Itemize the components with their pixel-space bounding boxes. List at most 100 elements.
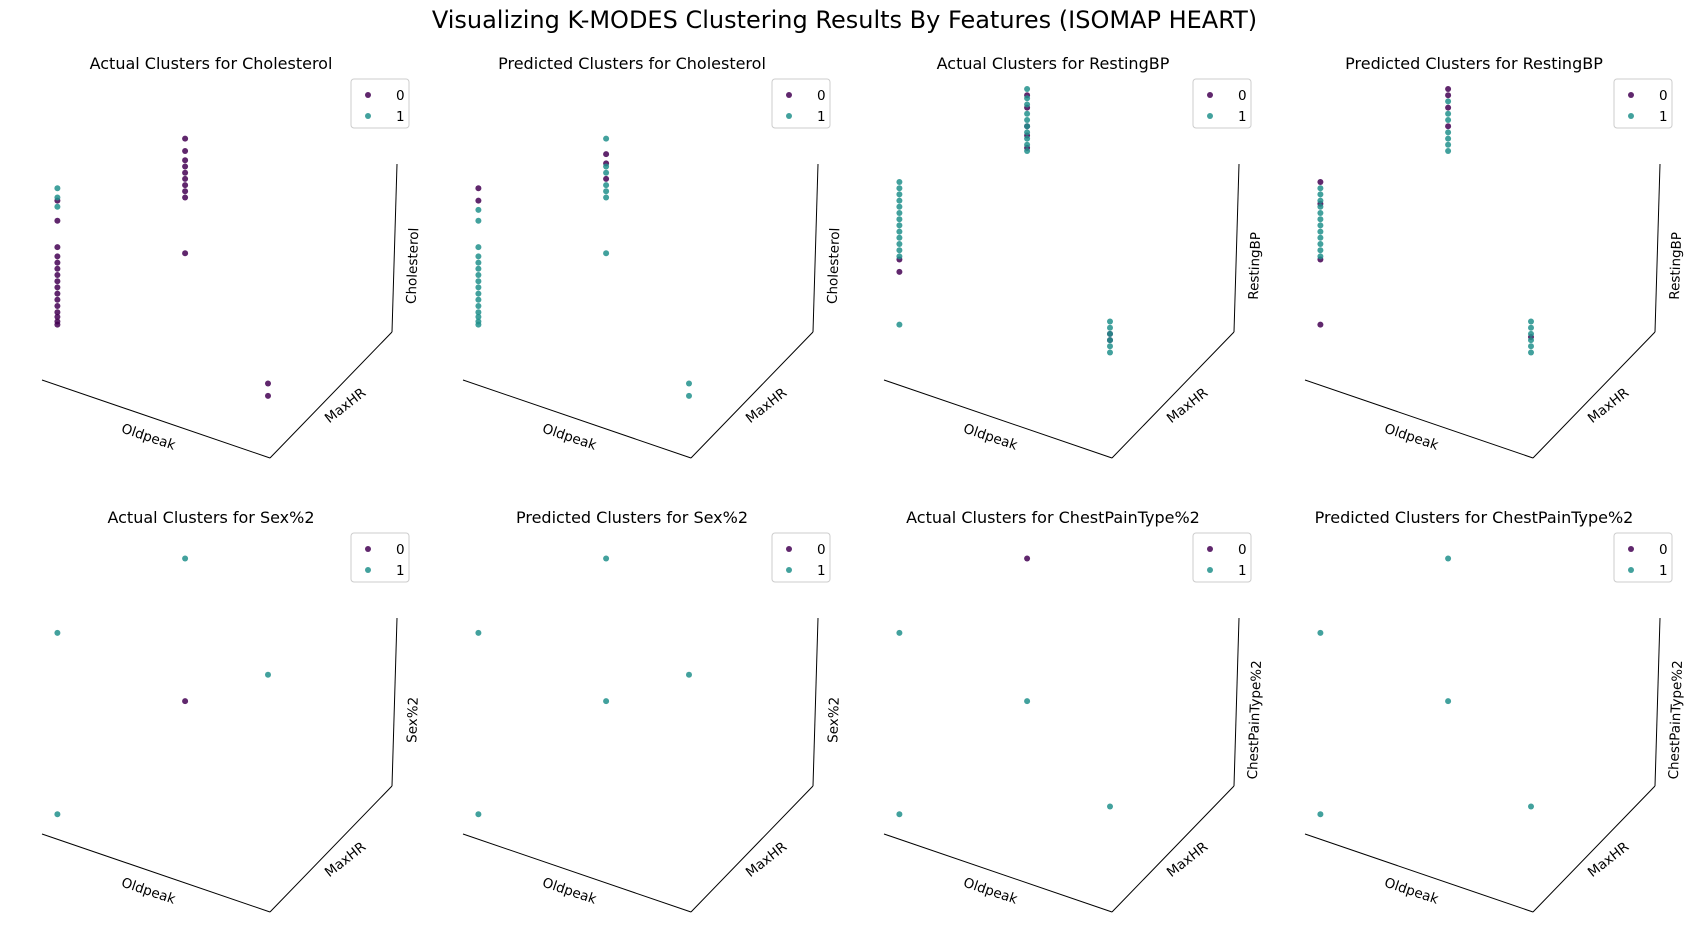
data-point [1024,148,1031,154]
legend-marker-1 [1628,567,1634,573]
data-point [182,182,189,189]
data-point [1024,135,1031,142]
legend: 01 [1613,78,1673,129]
legend: 01 [1613,532,1673,583]
x-axis-line [883,833,1113,913]
z-axis-line [1654,163,1661,333]
data-point [896,185,903,192]
subplot-title: Actual Clusters for ChestPainType%2 [906,508,1200,527]
data-point [1107,343,1113,350]
data-point [182,250,189,257]
legend-label-1: 1 [396,563,405,579]
data-point [1317,247,1324,254]
data-point [1317,321,1324,328]
data-point [475,290,482,297]
data-point [182,194,189,201]
series-1-points [896,86,1113,356]
data-point [896,179,903,185]
data-point [1107,330,1113,337]
data-point [896,253,903,260]
data-point [896,197,903,204]
data-point [603,188,610,195]
data-point [265,380,271,387]
subplot-3: Actual Clusters for RestingBP Oldpeak MaxH… [842,36,1264,491]
data-point [1445,117,1452,123]
data-point [603,555,610,562]
legend-label-1: 1 [1238,563,1247,579]
y-axis-label: MaxHR [322,839,369,881]
y-axis-label: MaxHR [322,385,369,427]
legend: 01 [771,532,831,583]
x-axis-label: Oldpeak [119,421,177,454]
data-point [54,185,61,192]
legend-marker-0 [1628,92,1634,98]
y-axis-label: MaxHR [1164,385,1211,427]
data-point [603,169,610,176]
series-1-points [54,555,271,818]
legend-label-0: 0 [1238,542,1247,558]
data-point [603,135,610,142]
data-point [475,296,482,303]
legend-label-1: 1 [817,109,826,125]
legend-marker-1 [1207,567,1213,573]
data-point [182,698,189,705]
series-1-points [475,135,692,399]
data-point [686,671,692,678]
data-point [896,629,903,636]
legend-marker-0 [1207,92,1213,98]
legend-label-1: 1 [1659,563,1668,579]
series-0-points [896,92,1113,344]
data-point [1317,629,1324,636]
data-point [1445,555,1452,562]
data-point [265,671,271,678]
legend: 01 [1192,78,1252,129]
z-axis-line [391,617,398,787]
legend-label-0: 0 [396,542,405,558]
subplot-title: Actual Clusters for Sex%2 [107,508,314,527]
legend-marker-1 [365,113,371,119]
z-axis-label: Cholesterol [825,228,844,305]
data-point [54,217,61,224]
data-point [1528,349,1534,356]
data-point [475,629,482,636]
figure-title: Visualizing K-MODES Clustering Results B… [431,6,1258,34]
data-point [896,321,903,328]
data-point [686,380,692,387]
data-point [1317,216,1324,223]
data-point [896,203,903,210]
y-axis-label: MaxHR [743,385,790,427]
y-axis-label: MaxHR [743,839,790,881]
legend-label-1: 1 [817,563,826,579]
legend-marker-0 [365,546,371,552]
data-point [1024,117,1031,123]
data-point [1024,698,1031,705]
x-axis-label: Oldpeak [1382,875,1440,908]
data-point [1445,86,1452,92]
subplot-canvas: Actual Clusters for RestingBP Oldpeak MaxH… [883,54,1264,459]
series-1-points [54,185,61,210]
data-point [182,555,189,562]
subplot-5: Actual Clusters for Sex%2 Oldpeak MaxHR Sex… [0,490,422,945]
data-point [1445,141,1452,148]
legend-marker-0 [786,546,792,552]
data-point [1445,123,1452,130]
legend: 01 [350,532,410,583]
data-point [54,811,61,818]
legend-label-0: 0 [1659,88,1668,104]
legend-label-1: 1 [1238,109,1247,125]
data-point [896,234,903,241]
x-axis-line [883,379,1113,459]
z-axis-line [812,163,819,333]
subplot-canvas: Predicted Clusters for RestingBP Oldpeak M… [1304,54,1685,459]
subplot-canvas: Predicted Clusters for Cholesterol Oldpea… [462,54,844,459]
legend-marker-1 [365,567,371,573]
data-point [603,175,610,182]
z-axis-label: RestingBP [1246,232,1264,300]
data-point [1528,330,1534,337]
x-axis-label: Oldpeak [540,421,598,454]
data-point [54,272,61,278]
series-0-points [1024,555,1031,562]
x-axis-label: Oldpeak [119,875,177,908]
data-point [1024,101,1031,108]
legend-marker-1 [786,113,792,119]
